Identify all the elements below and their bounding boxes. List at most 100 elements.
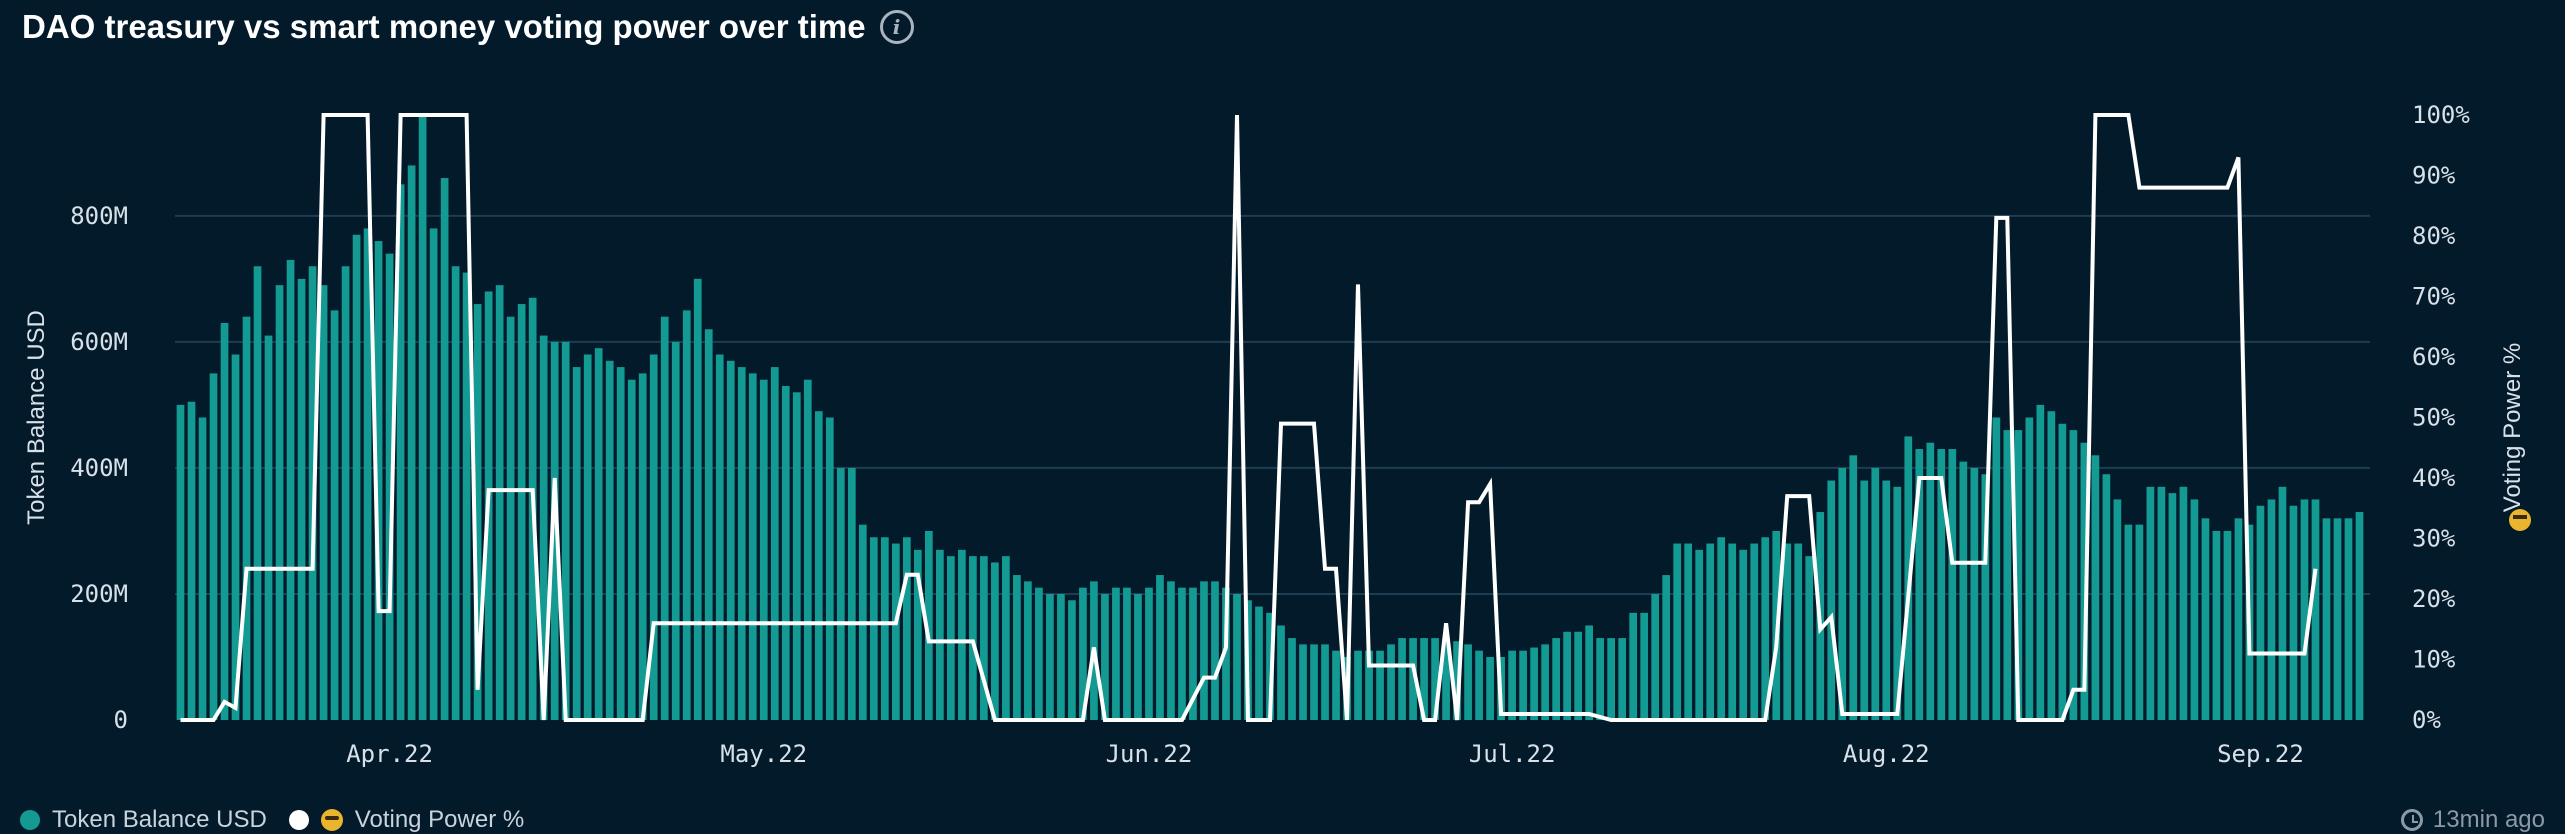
bar[interactable]: [1662, 575, 1671, 720]
bar[interactable]: [1717, 537, 1726, 720]
bar[interactable]: [1849, 455, 1858, 720]
bar[interactable]: [1926, 442, 1935, 720]
bar[interactable]: [726, 360, 735, 720]
bar[interactable]: [781, 385, 790, 720]
bar[interactable]: [1233, 593, 1241, 720]
bar[interactable]: [407, 165, 416, 720]
bar[interactable]: [1464, 644, 1472, 720]
bar[interactable]: [539, 335, 548, 720]
bar[interactable]: [1673, 543, 1682, 720]
bar[interactable]: [1332, 650, 1340, 720]
bar[interactable]: [704, 329, 713, 720]
bar[interactable]: [1618, 638, 1627, 720]
bar[interactable]: [1596, 638, 1605, 720]
bar[interactable]: [1937, 449, 1946, 720]
bar[interactable]: [1123, 587, 1131, 720]
bar[interactable]: [1607, 638, 1616, 720]
bar[interactable]: [253, 266, 262, 720]
bar[interactable]: [2289, 505, 2298, 720]
bar[interactable]: [1145, 587, 1153, 720]
bar[interactable]: [385, 253, 394, 721]
bar[interactable]: [1420, 638, 1428, 720]
bar[interactable]: [2025, 417, 2034, 721]
bar[interactable]: [2179, 486, 2188, 720]
bar[interactable]: [880, 537, 889, 720]
bar[interactable]: [1310, 644, 1318, 720]
bar[interactable]: [374, 241, 383, 720]
bar[interactable]: [2355, 512, 2364, 720]
bar[interactable]: [1288, 638, 1296, 720]
bar[interactable]: [2113, 499, 2122, 720]
bar[interactable]: [935, 549, 944, 720]
bar[interactable]: [980, 556, 988, 720]
voting-power-line[interactable]: [180, 113, 2318, 722]
bar[interactable]: [2157, 486, 2166, 720]
bar[interactable]: [1827, 480, 1836, 720]
bar[interactable]: [991, 562, 999, 720]
bar[interactable]: [1574, 631, 1582, 720]
bar[interactable]: [231, 354, 240, 720]
bar[interactable]: [440, 178, 449, 721]
bar[interactable]: [1486, 656, 1494, 720]
bar[interactable]: [1035, 587, 1043, 720]
bar[interactable]: [2344, 518, 2353, 720]
bar[interactable]: [1277, 625, 1285, 720]
bar[interactable]: [1530, 647, 1538, 720]
bar[interactable]: [2003, 430, 2012, 720]
bar[interactable]: [814, 411, 823, 720]
bar[interactable]: [275, 285, 284, 720]
bar[interactable]: [2168, 493, 2177, 720]
bar[interactable]: [1629, 612, 1638, 720]
bar[interactable]: [2267, 499, 2276, 720]
bar[interactable]: [869, 537, 878, 720]
bar[interactable]: [1695, 549, 1704, 720]
bar[interactable]: [2036, 404, 2045, 720]
bar[interactable]: [1387, 644, 1395, 720]
bar[interactable]: [605, 360, 614, 720]
bar[interactable]: [242, 316, 251, 720]
bar[interactable]: [1112, 587, 1120, 720]
bar[interactable]: [969, 556, 977, 720]
bar[interactable]: [2102, 474, 2111, 720]
bar[interactable]: [1475, 650, 1483, 720]
bar[interactable]: [583, 354, 592, 720]
bar[interactable]: [1981, 474, 1990, 720]
bar[interactable]: [1299, 644, 1307, 720]
bar[interactable]: [649, 354, 658, 720]
bar[interactable]: [2311, 499, 2320, 720]
bar[interactable]: [1167, 581, 1175, 720]
bar[interactable]: [473, 304, 482, 720]
bar[interactable]: [1684, 543, 1693, 720]
bar[interactable]: [363, 228, 372, 720]
bar[interactable]: [1354, 650, 1362, 720]
bar[interactable]: [825, 417, 834, 721]
bar[interactable]: [2135, 524, 2144, 720]
bar[interactable]: [1365, 650, 1373, 720]
bar[interactable]: [1706, 543, 1715, 720]
bar[interactable]: [264, 335, 273, 720]
bar[interactable]: [2256, 505, 2265, 720]
bar[interactable]: [297, 278, 306, 720]
bar[interactable]: [341, 266, 350, 720]
bar[interactable]: [1398, 638, 1406, 720]
legend-item-voting-power[interactable]: Voting Power %: [288, 806, 524, 834]
bar[interactable]: [451, 266, 460, 720]
bar[interactable]: [1915, 449, 1924, 720]
bar[interactable]: [550, 341, 559, 720]
bar[interactable]: [1563, 631, 1571, 720]
bar[interactable]: [330, 310, 339, 720]
bar[interactable]: [1057, 593, 1065, 720]
bar[interactable]: [748, 373, 757, 720]
bar[interactable]: [462, 272, 471, 720]
bar[interactable]: [759, 379, 768, 720]
bar[interactable]: [429, 228, 438, 720]
legend-item-token-balance[interactable]: Token Balance USD: [20, 806, 267, 834]
bar[interactable]: [638, 373, 647, 720]
bar[interactable]: [947, 556, 955, 720]
bar[interactable]: [2278, 486, 2287, 720]
bar[interactable]: [2234, 518, 2243, 720]
bar[interactable]: [2047, 411, 2056, 720]
bar[interactable]: [1453, 641, 1461, 720]
bar[interactable]: [517, 304, 526, 720]
bar[interactable]: [396, 184, 405, 720]
